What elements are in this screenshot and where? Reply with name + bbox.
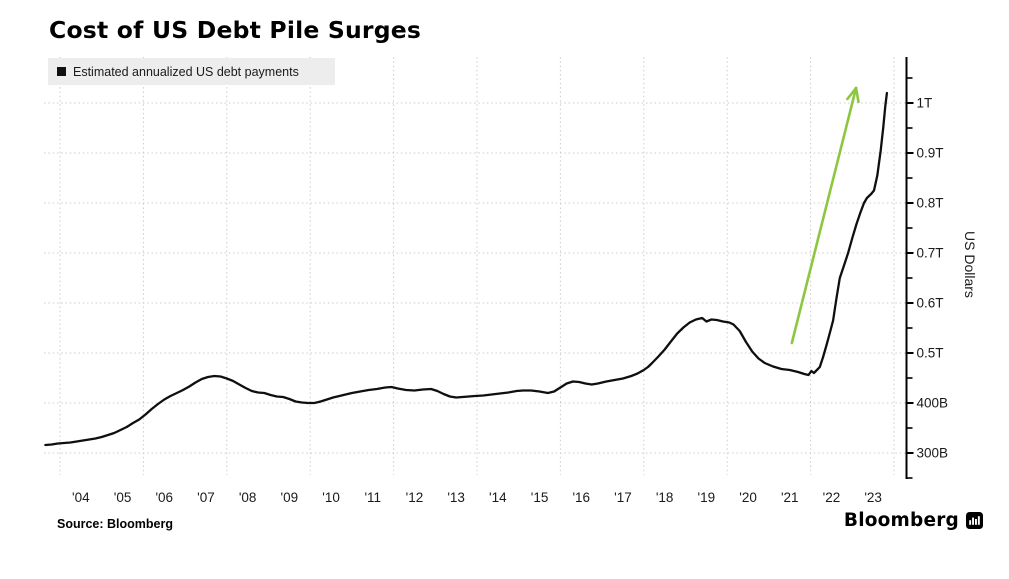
x-tick-label: '18 [656, 490, 674, 505]
x-tick-label: '22 [823, 490, 841, 505]
x-tick-label: '19 [698, 490, 716, 505]
x-tick-label: '23 [864, 490, 882, 505]
chart-title: Cost of US Debt Pile Surges [49, 16, 422, 44]
y-tick-label: 0.6T [917, 296, 944, 311]
x-tick-label: '15 [531, 490, 549, 505]
x-tick-label: '08 [239, 490, 257, 505]
source-note: Source: Bloomberg [57, 517, 173, 531]
x-tick-label: '12 [406, 490, 424, 505]
y-tick-label: 0.5T [917, 346, 944, 361]
y-tick-label: 0.8T [917, 196, 944, 211]
x-tick-label: '20 [739, 490, 757, 505]
x-tick-label: '13 [447, 490, 465, 505]
legend: Estimated annualized US debt payments [48, 58, 335, 85]
x-tick-label: '07 [197, 490, 215, 505]
y-tick-label: 300B [917, 446, 949, 461]
x-tick-label: '10 [322, 490, 340, 505]
x-tick-label: '17 [614, 490, 632, 505]
bloomberg-logo-icon [966, 512, 983, 529]
brand-name: Bloomberg [843, 510, 959, 531]
trend-arrow-head [854, 86, 860, 104]
trend-arrow-head [846, 86, 858, 101]
x-tick-label: '14 [489, 490, 507, 505]
x-tick-label: '04 [72, 490, 90, 505]
data-line [44, 91, 889, 447]
y-tick-label: 0.9T [917, 146, 944, 161]
bloomberg-wordmark: Bloomberg [844, 510, 983, 531]
y-tick-label: 1T [917, 96, 933, 111]
x-tick-label: '09 [281, 490, 299, 505]
y-tick-label: 400B [917, 396, 949, 411]
x-tick-label: '06 [155, 490, 173, 505]
y-tick-label: 0.7T [917, 246, 944, 261]
x-tick-label: '21 [781, 490, 799, 505]
x-tick-label: '11 [364, 490, 381, 505]
legend-swatch-icon [57, 67, 66, 76]
x-tick-label: '16 [572, 490, 590, 505]
trend-arrow-shaft [790, 86, 858, 345]
x-tick-label: '05 [114, 490, 132, 505]
legend-label: Estimated annualized US debt payments [73, 64, 299, 79]
y-axis-title: US Dollars [962, 231, 978, 298]
